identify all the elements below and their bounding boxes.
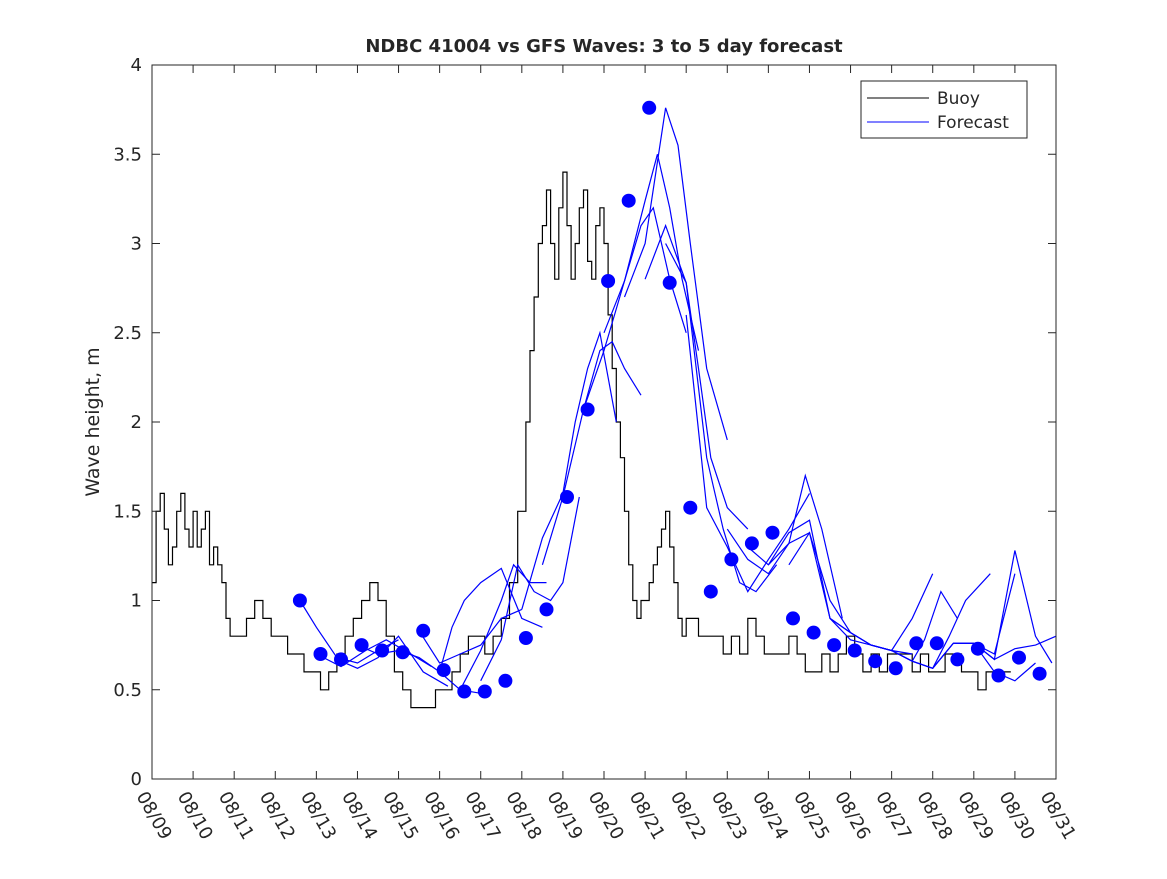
forecast-line-13	[623, 107, 728, 441]
forecast-point	[416, 623, 431, 638]
forecast-point	[765, 525, 780, 540]
legend-buoy-label: Buoy	[937, 89, 980, 109]
y-axis-label: Wave height, m	[82, 347, 104, 496]
forecast-point	[662, 275, 677, 290]
y-tick-label: 1	[131, 591, 142, 612]
forecast-point	[642, 100, 657, 115]
forecast-point	[436, 663, 451, 678]
y-tick-label: 0.5	[113, 680, 142, 701]
legend-box	[860, 80, 1028, 139]
forecast-line-7	[459, 563, 547, 691]
forecast-point	[929, 636, 944, 651]
forecast-line-15	[665, 243, 778, 593]
forecast-point	[560, 490, 574, 504]
y-tick-label: 2	[131, 412, 142, 433]
forecast-line-3	[336, 635, 449, 687]
y-tick-label: 2.5	[113, 323, 142, 344]
forecast-line-27	[953, 635, 1057, 661]
forecast-point	[744, 536, 759, 551]
forecast-line-14	[644, 223, 749, 530]
forecast-line-5	[418, 608, 523, 664]
forecast-point	[621, 193, 636, 208]
legend: Buoy Forecast	[860, 80, 1028, 139]
forecast-point	[991, 668, 1006, 683]
forecast-point	[868, 654, 883, 669]
y-tick-label: 3.5	[113, 144, 142, 165]
chart-title: NDBC 41004 vs GFS Waves: 3 to 5 day fore…	[365, 36, 843, 57]
forecast-line-12	[603, 154, 700, 351]
forecast-point	[683, 500, 698, 515]
forecast-point	[601, 274, 616, 288]
forecast-line-18	[747, 531, 852, 633]
forecast-point	[970, 641, 985, 656]
forecast-point	[292, 593, 307, 608]
forecast-point	[888, 661, 903, 676]
y-tick-label: 0	[131, 769, 142, 790]
forecast-point	[395, 645, 410, 660]
forecast-point	[477, 684, 492, 699]
y-tick-label: 4	[131, 55, 142, 76]
forecast-point	[313, 647, 328, 661]
forecast-point	[457, 684, 472, 699]
forecast-point	[806, 625, 821, 640]
forecast-line-6	[439, 567, 543, 673]
forecast-point	[334, 652, 348, 667]
forecast-point	[375, 643, 390, 658]
forecast-point	[354, 638, 369, 653]
forecast-point	[847, 643, 862, 658]
forecast-point	[950, 652, 965, 667]
forecast-point	[539, 602, 554, 617]
forecast-line-9	[521, 330, 617, 610]
buoy-series-line	[152, 171, 1011, 709]
legend-forecast-label: Forecast	[937, 113, 1009, 133]
series-layer	[152, 100, 1057, 709]
forecast-line-8	[480, 496, 580, 682]
forecast-point	[909, 636, 924, 651]
forecast-point	[580, 402, 595, 417]
forecast-point	[703, 584, 718, 599]
plot-area	[152, 65, 1056, 779]
forecast-point	[518, 631, 533, 645]
forecast-point	[786, 611, 800, 626]
forecast-point	[827, 638, 842, 653]
forecast-point	[724, 552, 739, 567]
forecast-point	[498, 673, 513, 688]
forecast-point	[1032, 666, 1047, 681]
y-tick-label: 3	[131, 234, 142, 255]
y-tick-label: 1.5	[113, 501, 142, 522]
forecast-point	[1012, 650, 1026, 665]
forecast-line-16	[685, 314, 811, 593]
